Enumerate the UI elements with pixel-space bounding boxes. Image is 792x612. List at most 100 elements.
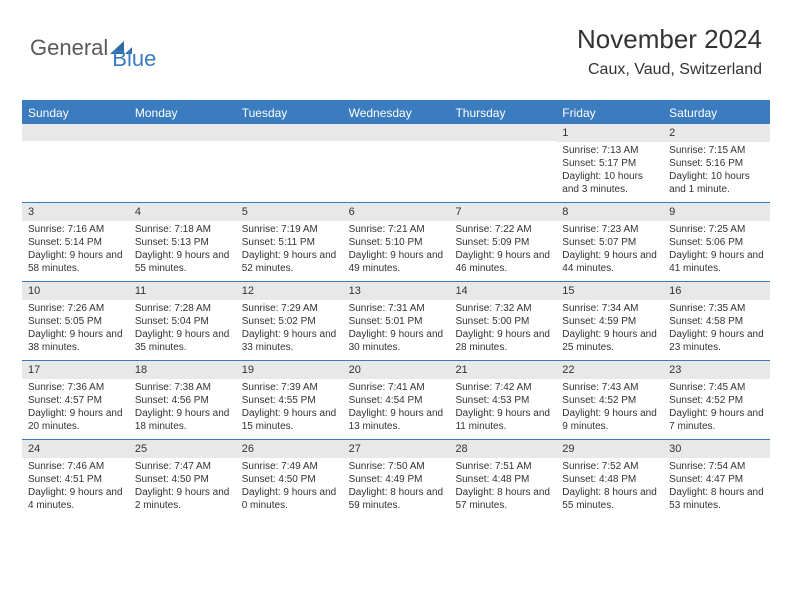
- daylight-text: Daylight: 9 hours and 2 minutes.: [135, 486, 230, 512]
- day-number: 3: [22, 203, 129, 221]
- sunset-text: Sunset: 4:51 PM: [28, 473, 123, 486]
- day-number: 25: [129, 440, 236, 458]
- day-number: [343, 124, 450, 141]
- day-body: Sunrise: 7:32 AMSunset: 5:00 PMDaylight:…: [449, 302, 556, 358]
- day-body: Sunrise: 7:47 AMSunset: 4:50 PMDaylight:…: [129, 460, 236, 516]
- day-body: Sunrise: 7:38 AMSunset: 4:56 PMDaylight:…: [129, 381, 236, 437]
- day-number: 19: [236, 361, 343, 379]
- week-row: 17Sunrise: 7:36 AMSunset: 4:57 PMDayligh…: [22, 360, 770, 439]
- day-number: 5: [236, 203, 343, 221]
- sunrise-text: Sunrise: 7:21 AM: [349, 223, 444, 236]
- day-number: 2: [663, 124, 770, 142]
- day-cell: 18 Sunrise: 7:38 AMSunset: 4:56 PMDayligh…: [129, 361, 236, 439]
- day-cell: 16Sunrise: 7:35 AMSunset: 4:58 PMDayligh…: [663, 282, 770, 360]
- daylight-text: Daylight: 9 hours and 52 minutes.: [242, 249, 337, 275]
- day-body: Sunrise: 7:49 AMSunset: 4:50 PMDaylight:…: [236, 460, 343, 516]
- day-body: Sunrise: 7:13 AMSunset: 5:17 PMDaylight:…: [556, 144, 663, 200]
- daylight-text: Daylight: 9 hours and 25 minutes.: [562, 328, 657, 354]
- day-cell: 27Sunrise: 7:50 AMSunset: 4:49 PMDayligh…: [343, 440, 450, 518]
- daylight-text: Daylight: 9 hours and 23 minutes.: [669, 328, 764, 354]
- day-cell: 24Sunrise: 7:46 AMSunset: 4:51 PMDayligh…: [22, 440, 129, 518]
- daylight-text: Daylight: 9 hours and 11 minutes.: [455, 407, 550, 433]
- daylight-text: Daylight: 9 hours and 13 minutes.: [349, 407, 444, 433]
- day-number: 22: [556, 361, 663, 379]
- day-number: 12: [236, 282, 343, 300]
- day-body: Sunrise: 7:25 AMSunset: 5:06 PMDaylight:…: [663, 223, 770, 279]
- day-cell: 5 Sunrise: 7:19 AMSunset: 5:11 PMDaylight…: [236, 203, 343, 281]
- page-title: November 2024: [577, 24, 762, 55]
- sunset-text: Sunset: 5:17 PM: [562, 157, 657, 170]
- day-cell: 29Sunrise: 7:52 AMSunset: 4:48 PMDayligh…: [556, 440, 663, 518]
- sunrise-text: Sunrise: 7:38 AM: [135, 381, 230, 394]
- header-right: November 2024 Caux, Vaud, Switzerland: [577, 24, 762, 79]
- day-cell: 9Sunrise: 7:25 AMSunset: 5:06 PMDaylight…: [663, 203, 770, 281]
- daylight-text: Daylight: 8 hours and 55 minutes.: [562, 486, 657, 512]
- day-number: 18: [129, 361, 236, 379]
- sunset-text: Sunset: 4:54 PM: [349, 394, 444, 407]
- sunrise-text: Sunrise: 7:39 AM: [242, 381, 337, 394]
- day-body: Sunrise: 7:16 AMSunset: 5:14 PMDaylight:…: [22, 223, 129, 279]
- daylight-text: Daylight: 9 hours and 7 minutes.: [669, 407, 764, 433]
- day-cell: 6 Sunrise: 7:21 AMSunset: 5:10 PMDaylight…: [343, 203, 450, 281]
- sunset-text: Sunset: 5:05 PM: [28, 315, 123, 328]
- daylight-text: Daylight: 9 hours and 20 minutes.: [28, 407, 123, 433]
- day-cell: 22Sunrise: 7:43 AMSunset: 4:52 PMDayligh…: [556, 361, 663, 439]
- day-body: Sunrise: 7:21 AMSunset: 5:10 PMDaylight:…: [343, 223, 450, 279]
- day-cell: 8Sunrise: 7:23 AMSunset: 5:07 PMDaylight…: [556, 203, 663, 281]
- sunrise-text: Sunrise: 7:49 AM: [242, 460, 337, 473]
- sunrise-text: Sunrise: 7:26 AM: [28, 302, 123, 315]
- day-body: Sunrise: 7:51 AMSunset: 4:48 PMDaylight:…: [449, 460, 556, 516]
- day-number: 6: [343, 203, 450, 221]
- day-body: Sunrise: 7:45 AMSunset: 4:52 PMDaylight:…: [663, 381, 770, 437]
- daylight-text: Daylight: 9 hours and 44 minutes.: [562, 249, 657, 275]
- day-cell: [236, 124, 343, 202]
- day-number: 28: [449, 440, 556, 458]
- day-number: [449, 124, 556, 141]
- day-body: Sunrise: 7:46 AMSunset: 4:51 PMDaylight:…: [22, 460, 129, 516]
- sunset-text: Sunset: 4:55 PM: [242, 394, 337, 407]
- sunrise-text: Sunrise: 7:51 AM: [455, 460, 550, 473]
- day-number: [129, 124, 236, 141]
- day-body: Sunrise: 7:18 AMSunset: 5:13 PMDaylight:…: [129, 223, 236, 279]
- sunset-text: Sunset: 4:53 PM: [455, 394, 550, 407]
- sunset-text: Sunset: 5:09 PM: [455, 236, 550, 249]
- day-cell: 26Sunrise: 7:49 AMSunset: 4:50 PMDayligh…: [236, 440, 343, 518]
- day-cell: 14Sunrise: 7:32 AMSunset: 5:00 PMDayligh…: [449, 282, 556, 360]
- day-header-cell: Friday: [556, 102, 663, 124]
- day-cell: 30Sunrise: 7:54 AMSunset: 4:47 PMDayligh…: [663, 440, 770, 518]
- sunrise-text: Sunrise: 7:32 AM: [455, 302, 550, 315]
- daylight-text: Daylight: 9 hours and 4 minutes.: [28, 486, 123, 512]
- daylight-text: Daylight: 8 hours and 53 minutes.: [669, 486, 764, 512]
- sunrise-text: Sunrise: 7:16 AM: [28, 223, 123, 236]
- day-cell: [22, 124, 129, 202]
- sunset-text: Sunset: 4:47 PM: [669, 473, 764, 486]
- day-header-cell: Wednesday: [343, 102, 450, 124]
- sunset-text: Sunset: 5:02 PM: [242, 315, 337, 328]
- day-body: Sunrise: 7:19 AMSunset: 5:11 PMDaylight:…: [236, 223, 343, 279]
- sunset-text: Sunset: 5:00 PM: [455, 315, 550, 328]
- sunset-text: Sunset: 5:04 PM: [135, 315, 230, 328]
- sunrise-text: Sunrise: 7:23 AM: [562, 223, 657, 236]
- sunset-text: Sunset: 4:52 PM: [562, 394, 657, 407]
- sunset-text: Sunset: 4:59 PM: [562, 315, 657, 328]
- day-number: 29: [556, 440, 663, 458]
- sunrise-text: Sunrise: 7:31 AM: [349, 302, 444, 315]
- sunrise-text: Sunrise: 7:43 AM: [562, 381, 657, 394]
- sunrise-text: Sunrise: 7:25 AM: [669, 223, 764, 236]
- day-number: 23: [663, 361, 770, 379]
- week-row: 3 Sunrise: 7:16 AMSunset: 5:14 PMDaylight…: [22, 202, 770, 281]
- day-cell: 4Sunrise: 7:18 AMSunset: 5:13 PMDaylight…: [129, 203, 236, 281]
- week-row: 1Sunrise: 7:13 AMSunset: 5:17 PMDaylight…: [22, 124, 770, 202]
- day-number: 20: [343, 361, 450, 379]
- sunset-text: Sunset: 5:10 PM: [349, 236, 444, 249]
- sunrise-text: Sunrise: 7:54 AM: [669, 460, 764, 473]
- day-body: Sunrise: 7:15 AMSunset: 5:16 PMDaylight:…: [663, 144, 770, 200]
- day-cell: 2 Sunrise: 7:15 AMSunset: 5:16 PMDaylight…: [663, 124, 770, 202]
- sunrise-text: Sunrise: 7:34 AM: [562, 302, 657, 315]
- sunset-text: Sunset: 5:06 PM: [669, 236, 764, 249]
- day-body: Sunrise: 7:34 AMSunset: 4:59 PMDaylight:…: [556, 302, 663, 358]
- sunrise-text: Sunrise: 7:42 AM: [455, 381, 550, 394]
- sunrise-text: Sunrise: 7:45 AM: [669, 381, 764, 394]
- day-body: Sunrise: 7:39 AMSunset: 4:55 PMDaylight:…: [236, 381, 343, 437]
- daylight-text: Daylight: 10 hours and 1 minute.: [669, 170, 764, 196]
